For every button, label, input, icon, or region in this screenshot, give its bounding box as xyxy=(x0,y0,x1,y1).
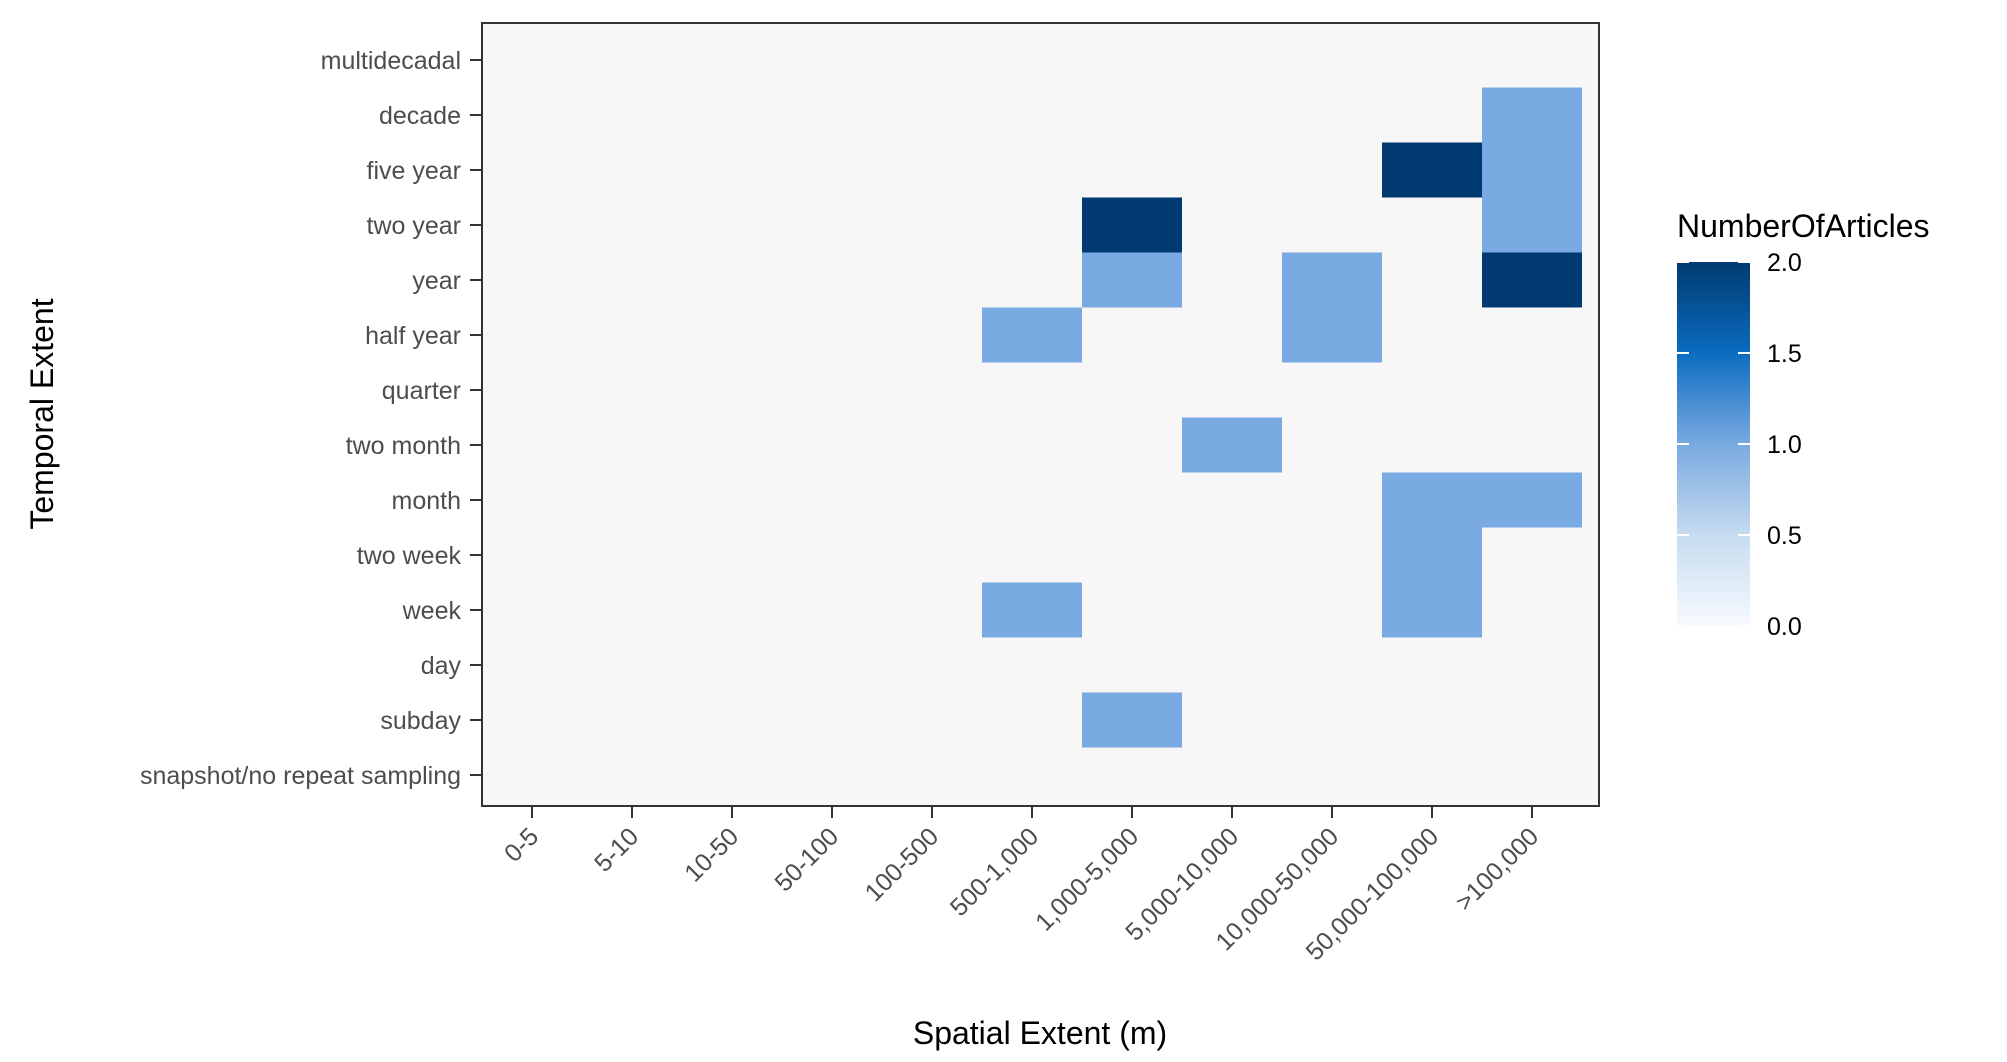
y-tick-label: half year xyxy=(365,322,461,350)
legend-title: NumberOfArticles xyxy=(1677,208,1930,244)
y-tick-label: quarter xyxy=(382,377,461,405)
legend-tick-label: 1.5 xyxy=(1767,340,1802,368)
x-tick-label: >100,000 xyxy=(1450,822,1544,916)
legend-tick-label: 2.0 xyxy=(1767,249,1802,277)
legend-tick-label: 0.5 xyxy=(1767,522,1802,550)
legend-ticks: 0.0 0.5 1.0 1.5 2.0 xyxy=(1677,249,1802,641)
y-tick-label: month xyxy=(392,487,461,515)
heatmap-cell xyxy=(1382,142,1482,198)
x-tick-label: 50-100 xyxy=(769,822,844,897)
heatmap-cell xyxy=(1482,197,1582,253)
y-axis: snapshot/no repeat sampling subday day week… xyxy=(140,47,482,790)
x-tick-label: 5-10 xyxy=(589,822,644,877)
heatmap-cell xyxy=(982,307,1082,363)
x-axis-title: Spatial Extent (m) xyxy=(913,1015,1167,1051)
y-tick-label: day xyxy=(421,652,462,680)
x-tick-label: 500-1,000 xyxy=(945,822,1044,921)
legend-tick-label: 1.0 xyxy=(1767,431,1802,459)
heatmap-cell xyxy=(1382,472,1482,528)
heatmap-cell xyxy=(1282,252,1382,308)
heatmap-cell xyxy=(1182,417,1282,473)
y-tick-label: year xyxy=(412,267,461,295)
x-tick-label: 0-5 xyxy=(499,822,544,867)
plot-panel xyxy=(481,22,1600,807)
y-tick-label: decade xyxy=(379,102,461,130)
heatmap-cell xyxy=(1382,582,1482,638)
y-tick-label: week xyxy=(402,597,462,625)
legend-tick-label: 0.0 xyxy=(1767,613,1802,641)
heatmap-cell xyxy=(1482,87,1582,143)
heatmap-cells xyxy=(982,87,1582,748)
y-tick-label: snapshot/no repeat sampling xyxy=(140,762,461,790)
heatmap-cell xyxy=(1482,472,1582,528)
legend-colorbar xyxy=(1677,262,1750,626)
x-tick-label: 100-500 xyxy=(860,822,945,907)
y-tick-label: five year xyxy=(367,157,461,185)
heatmap-cell xyxy=(1082,692,1182,748)
heatmap-cell xyxy=(1482,252,1582,308)
y-axis-title: Temporal Extent xyxy=(24,298,60,529)
y-tick-label: subday xyxy=(380,707,461,735)
y-tick-label: two year xyxy=(367,212,461,240)
x-tick-label: 10-50 xyxy=(679,822,744,887)
legend: NumberOfArticles 0.0 0.5 1.0 1.5 2.0 xyxy=(1677,208,1930,641)
y-tick-label: two month xyxy=(346,432,461,460)
heatmap-cell xyxy=(1282,307,1382,363)
y-tick-label: multidecadal xyxy=(321,47,461,75)
y-tick-label: two week xyxy=(357,542,462,570)
x-axis: 0-5 5-10 10-50 50-100 100-500 500-1,0001,000-… xyxy=(499,806,1544,966)
heatmap-cell xyxy=(982,582,1082,638)
heatmap-cell xyxy=(1082,197,1182,253)
heatmap-cell xyxy=(1382,527,1482,583)
heatmap-cell xyxy=(1082,252,1182,308)
heatmap-cell xyxy=(1482,142,1582,198)
